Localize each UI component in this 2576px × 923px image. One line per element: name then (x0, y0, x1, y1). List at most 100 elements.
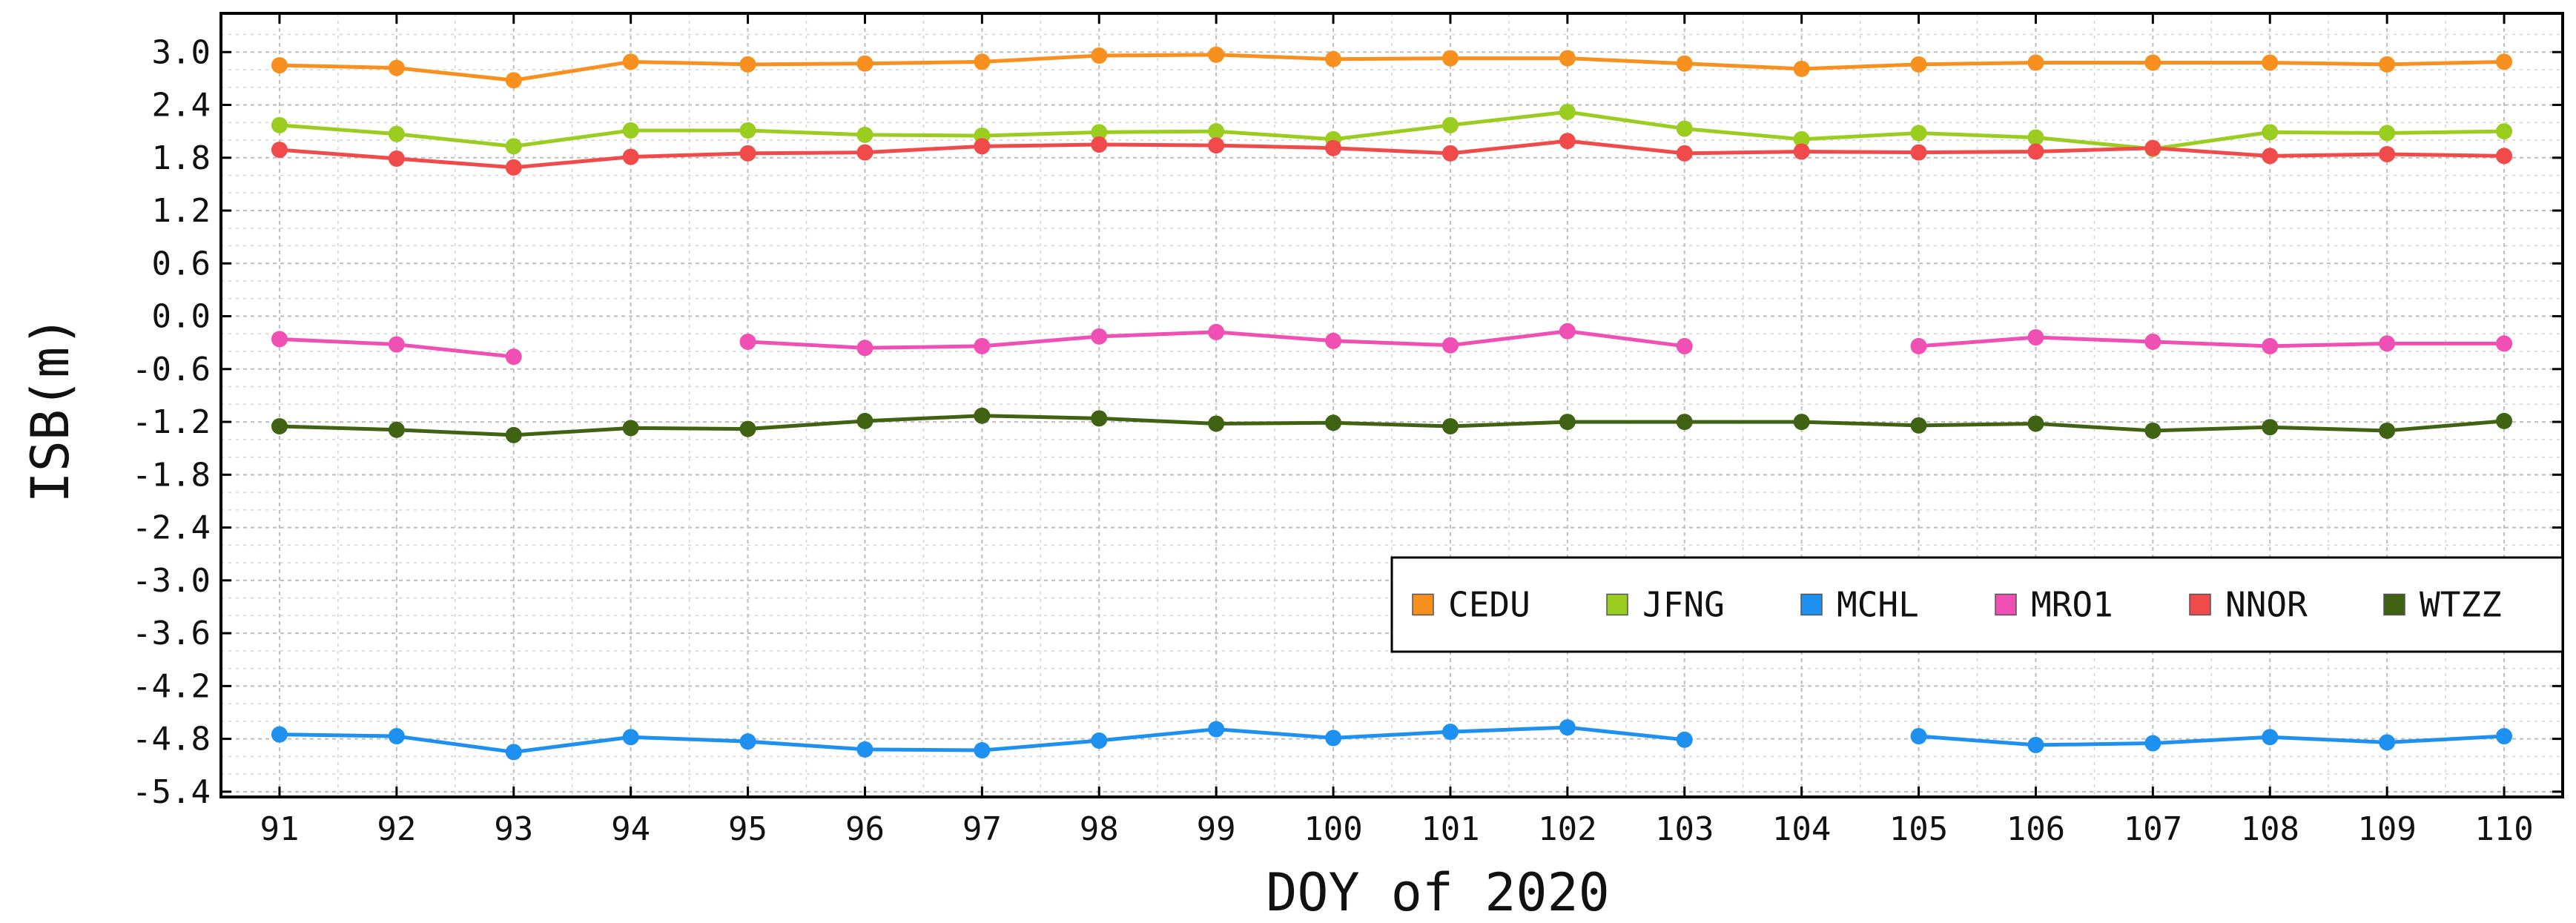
legend-label-nnor: NNOR (2225, 585, 2308, 625)
x-tick-label: 96 (845, 810, 885, 848)
data-point-mchl (271, 726, 288, 743)
y-tick-label: 2.4 (152, 87, 211, 125)
x-tick-label: 101 (1421, 810, 1479, 848)
data-point-cedu (974, 53, 991, 70)
y-tick-label: 0.6 (152, 245, 211, 282)
data-point-wtzz (1091, 410, 1108, 427)
data-point-wtzz (2262, 419, 2279, 436)
y-tick-label: -3.6 (132, 615, 211, 652)
data-point-nnor (1793, 143, 1810, 160)
data-point-wtzz (1208, 415, 1225, 432)
data-point-mro1 (739, 333, 756, 350)
data-point-nnor (505, 159, 522, 176)
data-point-jfng (2496, 123, 2513, 140)
data-point-jfng (1441, 116, 1459, 133)
data-point-nnor (2496, 148, 2513, 165)
data-point-jfng (271, 116, 288, 133)
data-point-wtzz (1325, 414, 1342, 431)
data-point-mro1 (2027, 329, 2044, 346)
x-tick-label: 98 (1080, 810, 1119, 848)
data-point-mchl (1091, 732, 1108, 749)
data-point-nnor (271, 142, 288, 159)
data-point-wtzz (271, 418, 288, 435)
data-point-mchl (2027, 736, 2044, 753)
data-point-cedu (2496, 53, 2513, 70)
data-point-wtzz (2144, 422, 2161, 439)
data-point-mro1 (974, 337, 991, 354)
data-point-jfng (2379, 125, 2396, 142)
data-point-mchl (1441, 724, 1459, 741)
data-point-mro1 (2262, 337, 2279, 354)
data-point-nnor (388, 150, 405, 167)
data-point-cedu (271, 57, 288, 74)
data-point-jfng (2262, 124, 2279, 141)
data-point-nnor (1910, 144, 1927, 161)
x-tick-label: 103 (1655, 810, 1714, 848)
data-point-mro1 (1091, 328, 1108, 345)
data-point-nnor (1208, 137, 1225, 154)
data-point-nnor (1441, 145, 1459, 162)
y-tick-label: -4.2 (132, 667, 211, 705)
data-point-nnor (2144, 139, 2161, 156)
data-point-nnor (622, 148, 639, 165)
data-point-mchl (2379, 734, 2396, 751)
legend-swatch-cedu (1412, 593, 1434, 616)
data-point-cedu (388, 59, 405, 76)
data-point-wtzz (1910, 417, 1927, 434)
data-point-mchl (1325, 730, 1342, 747)
data-point-wtzz (2379, 422, 2396, 439)
grid-lines (221, 13, 2563, 797)
x-tick-label: 104 (1772, 810, 1831, 848)
data-point-cedu (1793, 60, 1810, 77)
data-point-nnor (739, 145, 756, 162)
x-tick-label: 99 (1197, 810, 1236, 848)
data-point-nnor (1676, 145, 1693, 162)
data-point-wtzz (2027, 415, 2044, 432)
data-point-mchl (1676, 731, 1693, 748)
data-point-jfng (1208, 123, 1225, 140)
data-point-cedu (2027, 54, 2044, 71)
data-point-jfng (505, 138, 522, 155)
x-tick-label: 97 (962, 810, 1002, 848)
x-tick-label: 92 (377, 810, 416, 848)
series-line-wtzz (279, 414, 2505, 437)
data-point-wtzz (1559, 414, 1576, 431)
series-line-cedu (279, 53, 2505, 82)
data-point-cedu (856, 55, 873, 72)
x-tick-label: 94 (611, 810, 650, 848)
series-wtzz (271, 407, 2513, 443)
legend-label-wtzz: WTZZ (2420, 585, 2502, 625)
y-axis-title: ISB(m) (20, 316, 81, 503)
data-point-mro1 (388, 336, 405, 353)
data-point-wtzz (2496, 412, 2513, 429)
axes: 3.0 2.4 1.8 1.2 0.6 0.0 -0.6 -1.2 -1.8 -2.4 -3.0 -3… (132, 12, 2564, 848)
data-point-wtzz (388, 421, 405, 438)
data-point-mchl (2144, 735, 2161, 752)
data-point-jfng (1910, 125, 1927, 142)
data-point-cedu (1910, 56, 1927, 73)
data-point-jfng (739, 122, 756, 139)
data-point-mchl (622, 729, 639, 746)
data-point-nnor (974, 138, 991, 155)
series-mchl (271, 719, 2513, 761)
data-point-wtzz (1441, 418, 1459, 435)
legend-box (1390, 556, 2564, 653)
data-point-jfng (622, 122, 639, 139)
x-tick-label: 110 (2474, 810, 2533, 848)
y-tick-label: -0.6 (132, 351, 211, 388)
x-tick-label: 106 (2007, 810, 2065, 848)
series-mro1 (271, 322, 2513, 365)
y-tick-label: -2.4 (132, 509, 211, 547)
y-tick-label: -5.4 (132, 773, 211, 811)
x-tick-label: 109 (2357, 810, 2416, 848)
legend-swatch-mchl (1800, 593, 1823, 616)
y-tick-label: -1.2 (132, 403, 211, 441)
x-tick-label: 105 (1889, 810, 1948, 848)
data-point-cedu (1441, 50, 1459, 67)
data-point-cedu (1325, 50, 1342, 67)
y-tick-label: 0.0 (152, 298, 211, 336)
data-point-cedu (2379, 56, 2396, 73)
data-point-mro1 (1208, 323, 1225, 340)
